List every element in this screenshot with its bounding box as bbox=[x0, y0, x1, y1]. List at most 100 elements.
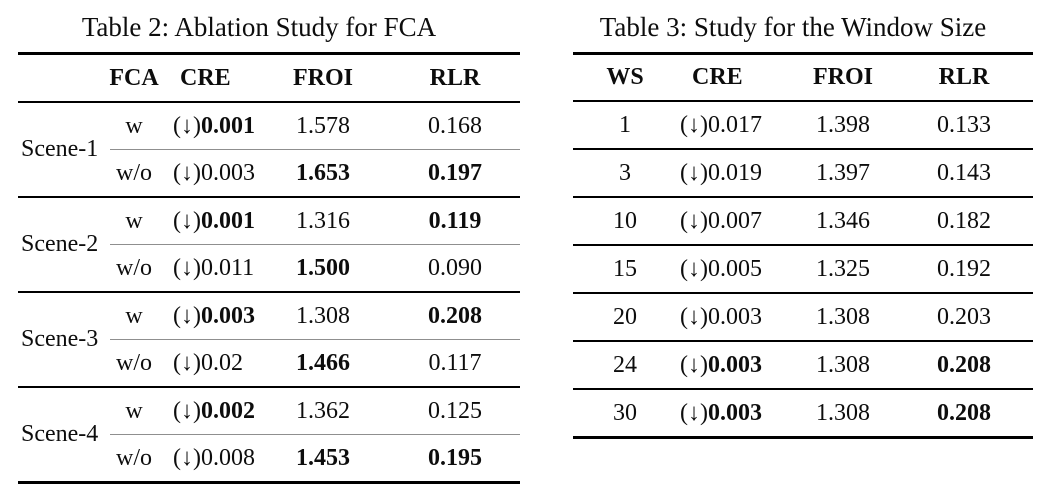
cell-froi: 1.346 bbox=[816, 207, 870, 234]
cell-fca: w/o bbox=[116, 349, 152, 376]
down-arrow-prefix: (↓) bbox=[173, 349, 201, 376]
down-arrow-prefix: (↓) bbox=[173, 159, 201, 186]
rule-row-separator bbox=[18, 196, 520, 198]
rule-subrow-separator bbox=[110, 149, 520, 150]
table-row-ws-1: 1 (↓) 0.017 1.398 0.133 bbox=[573, 102, 1033, 148]
cell-cre: (↓) 0.003 bbox=[158, 293, 268, 339]
cell-rlr: 0.119 bbox=[428, 207, 482, 234]
rule-row-separator bbox=[573, 292, 1033, 294]
cre-value: 0.003 bbox=[707, 399, 762, 426]
cre-value: 0.011 bbox=[200, 254, 255, 281]
cell-froi: 1.398 bbox=[816, 111, 870, 138]
scene-label: Scene-1 bbox=[21, 136, 99, 162]
cell-cre: (↓) 0.002 bbox=[158, 388, 268, 434]
table-2-top-rule bbox=[18, 52, 520, 55]
cell-cre: (↓) 0.003 bbox=[158, 150, 268, 196]
cell-ws: 30 bbox=[613, 399, 637, 426]
table-3-top-rule bbox=[573, 52, 1033, 55]
t3-header-cre: CRE bbox=[692, 64, 743, 90]
cell-fca: w bbox=[125, 397, 143, 424]
cell-fca: w bbox=[125, 112, 143, 139]
cell-cre: (↓) 0.019 bbox=[677, 150, 791, 196]
rule-row-separator bbox=[18, 386, 520, 388]
cell-froi: 1.308 bbox=[816, 399, 870, 426]
rule-subrow-separator bbox=[110, 339, 520, 340]
cell-froi: 1.500 bbox=[296, 254, 350, 281]
cell-rlr: 0.195 bbox=[428, 444, 482, 471]
cell-rlr: 0.192 bbox=[937, 255, 991, 282]
down-arrow-prefix: (↓) bbox=[173, 397, 201, 424]
down-arrow-prefix: (↓) bbox=[173, 254, 201, 281]
down-arrow-prefix: (↓) bbox=[680, 159, 708, 186]
cell-cre: (↓) 0.003 bbox=[677, 342, 791, 388]
cell-cre: (↓) 0.001 bbox=[158, 103, 268, 149]
cell-ws: 1 bbox=[619, 111, 631, 138]
cell-froi: 1.397 bbox=[816, 159, 870, 186]
down-arrow-prefix: (↓) bbox=[680, 255, 708, 282]
cell-rlr: 0.168 bbox=[428, 112, 482, 139]
cell-rlr: 0.208 bbox=[937, 399, 991, 426]
down-arrow-prefix: (↓) bbox=[680, 399, 708, 426]
cell-froi: 1.466 bbox=[296, 349, 350, 376]
table-row-ws-24: 24 (↓) 0.003 1.308 0.208 bbox=[573, 342, 1033, 388]
cre-value: 0.003 bbox=[707, 351, 762, 378]
cre-value: 0.001 bbox=[200, 112, 255, 139]
rule-subrow-separator bbox=[110, 244, 520, 245]
cell-rlr: 0.117 bbox=[428, 349, 482, 376]
t3-header-ws: WS bbox=[606, 64, 644, 90]
t3-header-rlr: RLR bbox=[938, 64, 990, 90]
down-arrow-prefix: (↓) bbox=[173, 444, 201, 471]
cell-froi: 1.453 bbox=[296, 444, 350, 471]
cell-froi: 1.653 bbox=[296, 159, 350, 186]
cell-ws: 3 bbox=[619, 159, 631, 186]
table-2-ablation-study: Table 2: Ablation Study for FCA FCA CRE … bbox=[18, 2, 520, 484]
cell-cre: (↓) 0.017 bbox=[677, 102, 791, 148]
rule-row-separator bbox=[573, 340, 1033, 342]
cell-froi: 1.325 bbox=[816, 255, 870, 282]
t2-header-fca: FCA bbox=[109, 64, 159, 91]
table-3-window-size-study: Table 3: Study for the Window Size WS CR… bbox=[573, 2, 1033, 439]
cell-fca: w/o bbox=[116, 159, 152, 186]
table-3-bottom-rule bbox=[573, 436, 1033, 439]
t2-header-cre: CRE bbox=[180, 64, 231, 91]
table-row-group-scene-2: Scene-2 w (↓) 0.001 1.316 0.119 w/o (↓) 0.… bbox=[18, 198, 520, 291]
cell-cre: (↓) 0.005 bbox=[677, 246, 791, 292]
cre-value: 0.001 bbox=[200, 207, 255, 234]
down-arrow-prefix: (↓) bbox=[173, 207, 201, 234]
cell-cre: (↓) 0.011 bbox=[158, 245, 268, 291]
cell-fca: w bbox=[125, 207, 143, 234]
t2-header-rlr: RLR bbox=[429, 64, 481, 91]
cell-cre: (↓) 0.008 bbox=[158, 435, 268, 481]
cre-value: 0.019 bbox=[707, 159, 762, 186]
scene-label: Scene-4 bbox=[21, 421, 99, 447]
table-2-caption: Table 2: Ablation Study for FCA bbox=[81, 11, 437, 42]
down-arrow-prefix: (↓) bbox=[680, 351, 708, 378]
cell-froi: 1.308 bbox=[296, 302, 350, 329]
down-arrow-prefix: (↓) bbox=[680, 111, 708, 138]
cell-rlr: 0.143 bbox=[937, 159, 991, 186]
table-row-ws-3: 3 (↓) 0.019 1.397 0.143 bbox=[573, 150, 1033, 196]
down-arrow-prefix: (↓) bbox=[173, 112, 201, 139]
cell-ws: 20 bbox=[613, 303, 637, 330]
down-arrow-prefix: (↓) bbox=[680, 207, 708, 234]
rule-subrow-separator bbox=[110, 434, 520, 435]
table-2-header-rule bbox=[18, 101, 520, 103]
cre-value: 0.002 bbox=[200, 397, 255, 424]
cell-rlr: 0.090 bbox=[428, 254, 482, 281]
rule-row-separator bbox=[573, 388, 1033, 390]
cell-rlr: 0.203 bbox=[937, 303, 991, 330]
scene-label: Scene-2 bbox=[21, 231, 99, 257]
down-arrow-prefix: (↓) bbox=[680, 303, 708, 330]
rule-row-separator bbox=[573, 244, 1033, 246]
cell-froi: 1.308 bbox=[816, 303, 870, 330]
cre-value: 0.017 bbox=[707, 111, 762, 138]
scene-label: Scene-3 bbox=[21, 326, 99, 352]
cre-value: 0.008 bbox=[200, 444, 255, 471]
cell-rlr: 0.208 bbox=[937, 351, 991, 378]
table-row-ws-30: 30 (↓) 0.003 1.308 0.208 bbox=[573, 390, 1033, 436]
cell-froi: 1.316 bbox=[296, 207, 350, 234]
cell-cre: (↓) 0.02 bbox=[158, 340, 268, 386]
cell-cre: (↓) 0.007 bbox=[677, 198, 791, 244]
cell-cre: (↓) 0.003 bbox=[677, 294, 791, 340]
cell-fca: w/o bbox=[116, 444, 152, 471]
